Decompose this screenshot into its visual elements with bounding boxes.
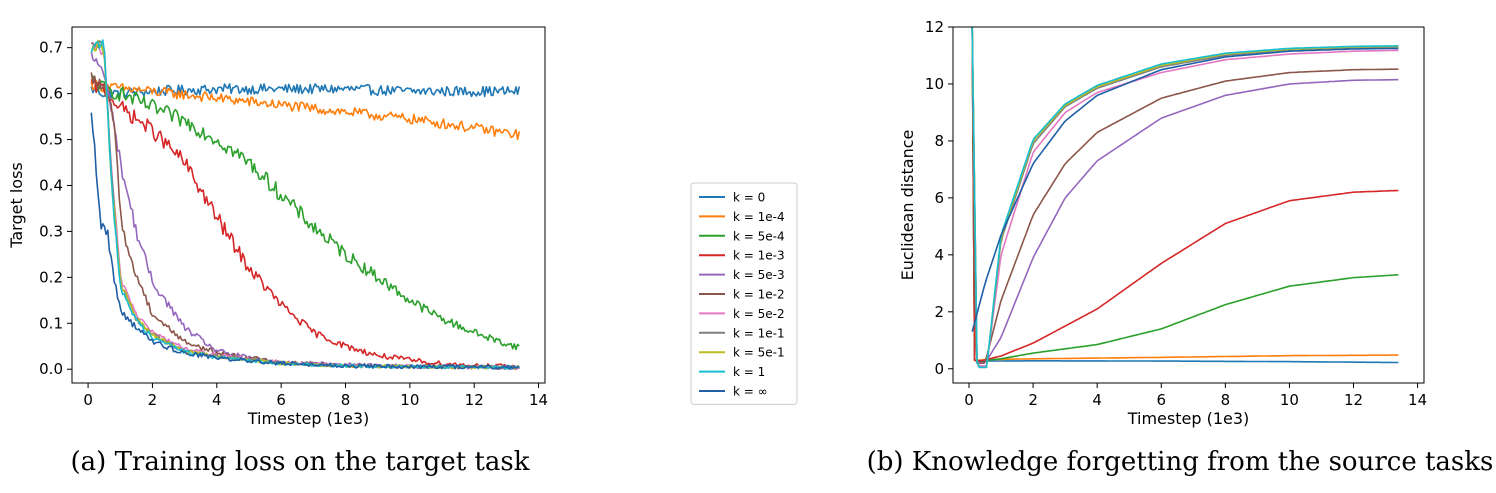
- x-tick-label: 12: [1344, 391, 1363, 409]
- x-tick-label: 2: [148, 391, 158, 409]
- legend-box: [690, 182, 798, 405]
- x-tick-label: 2: [1028, 391, 1038, 409]
- y-tick-label: 0.4: [39, 176, 63, 194]
- plot-frame: [952, 26, 1425, 384]
- y-tick-label: 12: [925, 18, 944, 36]
- y-tick-label: 0.7: [39, 39, 63, 57]
- legend-entry: k = 5e-3: [733, 268, 785, 282]
- legend-entry: k = 1e-4: [733, 210, 785, 224]
- series-line-k-1: [971, 27, 1399, 369]
- x-tick-label: 14: [529, 391, 548, 409]
- x-tick-label: 8: [1221, 391, 1231, 409]
- x-tick-label: 6: [1156, 391, 1166, 409]
- series-line-k-1e-3: [90, 77, 520, 370]
- y-tick-label: 2: [934, 303, 944, 321]
- legend-entry: k = 1e-2: [733, 288, 785, 302]
- x-tick-label: 10: [400, 391, 419, 409]
- y-tick-label: 10: [925, 75, 944, 93]
- legend: k = 0 k = 1e-4 k = 5e-4 k = 1e-3 k = 5e-3 k =…: [690, 182, 798, 405]
- series-line-k-1e-2: [971, 27, 1399, 364]
- series-line-k-0: [971, 27, 1399, 364]
- y-tick-label: 8: [934, 132, 944, 150]
- series-line-k-1e-3: [971, 27, 1399, 362]
- legend-entry: k = 1e-3: [733, 249, 785, 263]
- x-tick-label: 4: [1092, 391, 1102, 409]
- series-group: [971, 27, 1399, 369]
- series-line-k-1e-4: [90, 80, 521, 141]
- legend-entry: k = 5e-4: [733, 229, 785, 243]
- series-line-k-5e-4: [971, 27, 1399, 362]
- chart-panel-a: 0 2 4 6 8 10 12 14 0.0 0.1 0.2 0.3 0.4 0.5 0.6 0.7 Times…: [7, 26, 548, 428]
- y-tick-label: 6: [934, 189, 944, 207]
- y-tick-label: 0.6: [39, 85, 63, 103]
- series-line-k-5e-3: [971, 27, 1399, 364]
- series-line-k-1e-4: [971, 27, 1399, 362]
- x-tick-label: 0: [83, 391, 93, 409]
- x-tick-label: 10: [1280, 391, 1299, 409]
- caption-b: (b) Knowledge forgetting from the source…: [867, 447, 1494, 477]
- y-tick-label: 0.3: [39, 222, 63, 240]
- x-axis-label: Timestep (1e3): [1127, 409, 1250, 428]
- chart-panel-b: 0 2 4 6 8 10 12 14 0 2 4 6 8 10 12 Timestep (1e3) Euclid…: [898, 18, 1427, 428]
- y-axis-label: Target loss: [7, 162, 26, 249]
- series-line-k-5e-1: [971, 27, 1399, 369]
- y-tick-label: 0.5: [39, 131, 63, 149]
- y-tick-label: 0.0: [39, 360, 63, 378]
- x-tick-label: 4: [212, 391, 222, 409]
- y-axis-label: Euclidean distance: [898, 130, 917, 281]
- y-tick-label: 4: [934, 246, 944, 264]
- series-line-k-∞: [90, 112, 520, 370]
- y-tick-label: 0.1: [39, 314, 63, 332]
- legend-entry: k = 5e-2: [733, 307, 785, 321]
- x-tick-label: 12: [465, 391, 484, 409]
- series-line-k-1e-1: [971, 27, 1399, 369]
- series-group: [90, 39, 521, 371]
- x-tick-label: 14: [1408, 391, 1427, 409]
- legend-entry: k = ∞: [733, 385, 768, 399]
- y-tick-label: 0.2: [39, 268, 63, 286]
- x-axis-label: Timestep (1e3): [247, 409, 370, 428]
- caption-a: (a) Training loss on the target task: [71, 447, 530, 477]
- plot-frame: [71, 26, 546, 384]
- x-tick-label: 0: [964, 391, 974, 409]
- x-tick-label: 8: [341, 391, 351, 409]
- series-line-k-∞: [971, 47, 1399, 332]
- x-tick-label: 6: [276, 391, 286, 409]
- legend-entry: k = 1e-1: [733, 326, 785, 340]
- series-line-k-5e-4: [90, 74, 520, 351]
- y-tick-label: 0: [934, 360, 944, 378]
- legend-entry: k = 1: [733, 365, 765, 379]
- series-line-k-5e-2: [971, 27, 1399, 367]
- legend-entry: k = 0: [733, 191, 765, 205]
- legend-entry: k = 5e-1: [733, 346, 785, 360]
